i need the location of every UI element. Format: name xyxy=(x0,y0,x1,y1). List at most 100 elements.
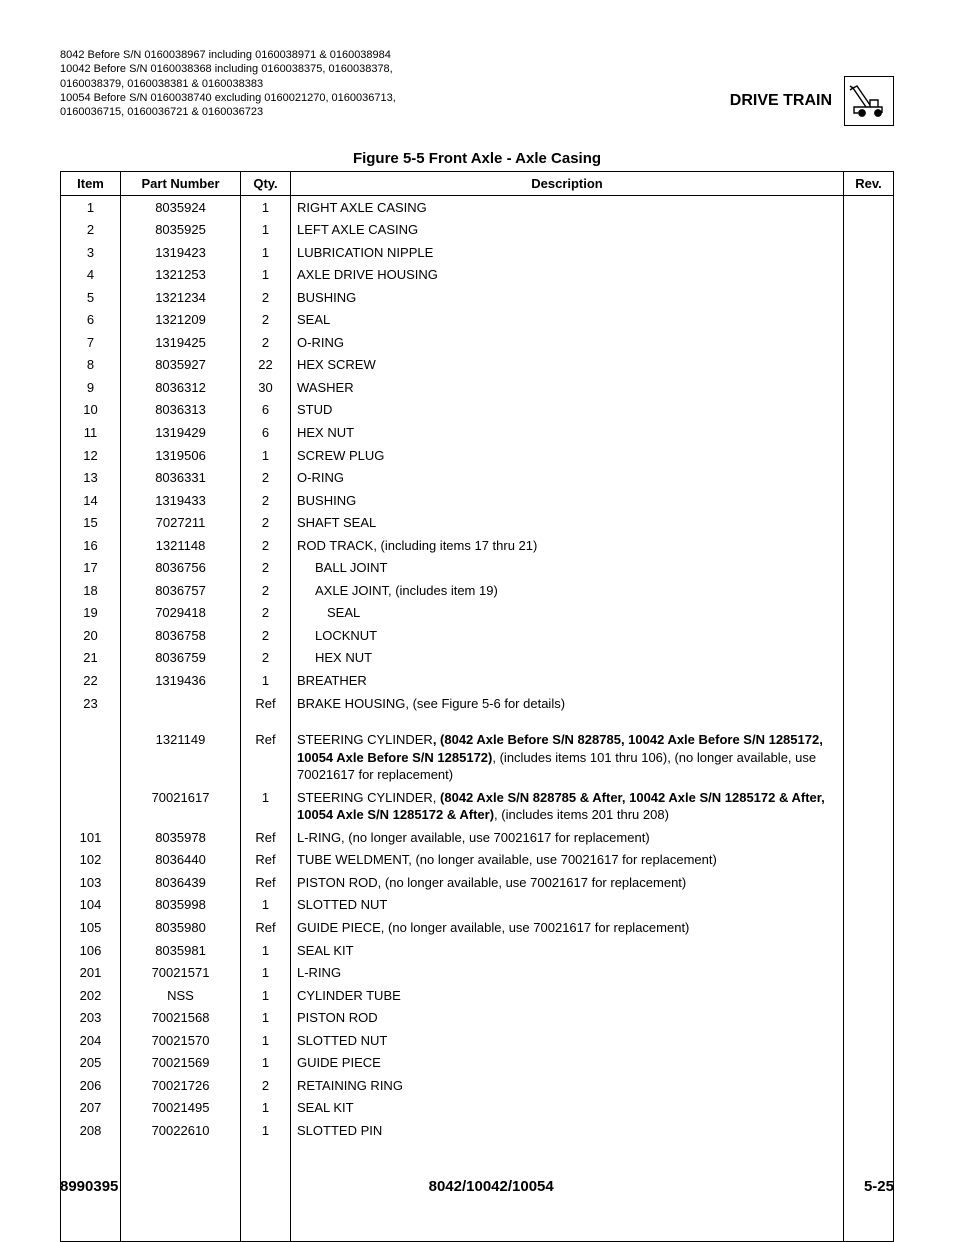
cell-qty: 1 xyxy=(241,264,291,287)
cell-qty: Ref xyxy=(241,871,291,894)
cell-qty: 2 xyxy=(241,602,291,625)
cell-item: 17 xyxy=(61,557,121,580)
cell-part: 8036440 xyxy=(121,849,241,872)
cell-part: 1319425 xyxy=(121,331,241,354)
col-header-qty: Qty. xyxy=(241,172,291,196)
cell-qty: 1 xyxy=(241,962,291,985)
cell-item: 6 xyxy=(61,309,121,332)
cell-item: 12 xyxy=(61,444,121,467)
page-header: 8042 Before S/N 0160038967 including 016… xyxy=(60,48,894,126)
cell-item: 2 xyxy=(61,219,121,242)
table-row: 700216171STEERING CYLINDER, (8042 Axle S… xyxy=(61,786,894,826)
table-row: 9803631230WASHER xyxy=(61,376,894,399)
cell-item: 102 xyxy=(61,849,121,872)
cell-qty: Ref xyxy=(241,826,291,849)
table-row: 2180367592HEX NUT xyxy=(61,647,894,670)
cell-qty: 2 xyxy=(241,309,291,332)
cell-part: 8036759 xyxy=(121,647,241,670)
table-row: 1570272112SHAFT SEAL xyxy=(61,512,894,535)
cell-desc: L-RING, (no longer available, use 700216… xyxy=(291,826,844,849)
cell-rev xyxy=(844,871,894,894)
cell-item: 16 xyxy=(61,534,121,557)
cell-rev xyxy=(844,917,894,940)
cell-part: 70021571 xyxy=(121,962,241,985)
cell-item: 103 xyxy=(61,871,121,894)
cell-rev xyxy=(844,669,894,692)
cell-rev xyxy=(844,444,894,467)
cell-qty: 2 xyxy=(241,512,291,535)
cell-item: 19 xyxy=(61,602,121,625)
cell-desc: SHAFT SEAL xyxy=(291,512,844,535)
cell-rev xyxy=(844,579,894,602)
cell-part: 70022610 xyxy=(121,1119,241,1142)
cell-rev xyxy=(844,1119,894,1142)
cell-rev xyxy=(844,624,894,647)
cell-item: 23 xyxy=(61,692,121,715)
cell-desc: STEERING CYLINDER, (8042 Axle Before S/N… xyxy=(291,729,844,787)
page: 8042 Before S/N 0160038967 including 016… xyxy=(0,0,954,1235)
cell-item xyxy=(61,786,121,826)
cell-qty: 2 xyxy=(241,467,291,490)
cell-rev xyxy=(844,1097,894,1120)
cell-item: 101 xyxy=(61,826,121,849)
col-header-rev: Rev. xyxy=(844,172,894,196)
cell-desc: PISTON ROD, (no longer available, use 70… xyxy=(291,871,844,894)
cell-part: 8036439 xyxy=(121,871,241,894)
table-row: 2080367582LOCKNUT xyxy=(61,624,894,647)
cell-desc: BREATHER xyxy=(291,669,844,692)
cell-part: 8036756 xyxy=(121,557,241,580)
cell-desc: CYLINDER TUBE xyxy=(291,984,844,1007)
cell-part: 8035927 xyxy=(121,354,241,377)
cell-item: 15 xyxy=(61,512,121,535)
table-row: 1213195061SCREW PLUG xyxy=(61,444,894,467)
cell-qty: 1 xyxy=(241,1097,291,1120)
cell-item xyxy=(61,729,121,787)
cell-rev xyxy=(844,241,894,264)
table-row: 1080363136STUD xyxy=(61,399,894,422)
cell-part: 1319423 xyxy=(121,241,241,264)
cell-qty: 1 xyxy=(241,444,291,467)
cell-item: 21 xyxy=(61,647,121,670)
cell-part: 7029418 xyxy=(121,602,241,625)
table-row: 1321149RefSTEERING CYLINDER, (8042 Axle … xyxy=(61,729,894,787)
cell-item: 207 xyxy=(61,1097,121,1120)
cell-qty: 1 xyxy=(241,1007,291,1030)
cell-desc: O-RING xyxy=(291,467,844,490)
cell-rev xyxy=(844,894,894,917)
cell-rev xyxy=(844,534,894,557)
cell-part: 70021617 xyxy=(121,786,241,826)
cell-desc: RETAINING RING xyxy=(291,1074,844,1097)
cell-rev xyxy=(844,219,894,242)
cell-desc: TUBE WELDMENT, (no longer available, use… xyxy=(291,849,844,872)
cell-part: 70021570 xyxy=(121,1029,241,1052)
table-row: 10480359981SLOTTED NUT xyxy=(61,894,894,917)
cell-desc: SCREW PLUG xyxy=(291,444,844,467)
cell-item: 208 xyxy=(61,1119,121,1142)
cell-qty: 1 xyxy=(241,1052,291,1075)
cell-part: 8036757 xyxy=(121,579,241,602)
cell-desc: WASHER xyxy=(291,376,844,399)
cell-part: 1321234 xyxy=(121,286,241,309)
table-row: 1028036440RefTUBE WELDMENT, (no longer a… xyxy=(61,849,894,872)
cell-desc: BUSHING xyxy=(291,286,844,309)
cell-desc: HEX NUT xyxy=(291,421,844,444)
cell-rev xyxy=(844,331,894,354)
cell-desc: L-RING xyxy=(291,962,844,985)
cell-item: 203 xyxy=(61,1007,121,1030)
cell-rev xyxy=(844,399,894,422)
cell-qty: 1 xyxy=(241,786,291,826)
cell-qty: 1 xyxy=(241,1029,291,1052)
cell-qty: 2 xyxy=(241,286,291,309)
cell-part: 1319429 xyxy=(121,421,241,444)
cell-part: 7027211 xyxy=(121,512,241,535)
cell-qty: Ref xyxy=(241,917,291,940)
cell-part: 8036758 xyxy=(121,624,241,647)
cell-rev xyxy=(844,354,894,377)
cell-part: 1319433 xyxy=(121,489,241,512)
table-row: 1780367562BALL JOINT xyxy=(61,557,894,580)
cell-rev xyxy=(844,467,894,490)
cell-desc: LEFT AXLE CASING xyxy=(291,219,844,242)
cell-qty: 1 xyxy=(241,984,291,1007)
cell-qty: 1 xyxy=(241,939,291,962)
cell-part: 70021726 xyxy=(121,1074,241,1097)
